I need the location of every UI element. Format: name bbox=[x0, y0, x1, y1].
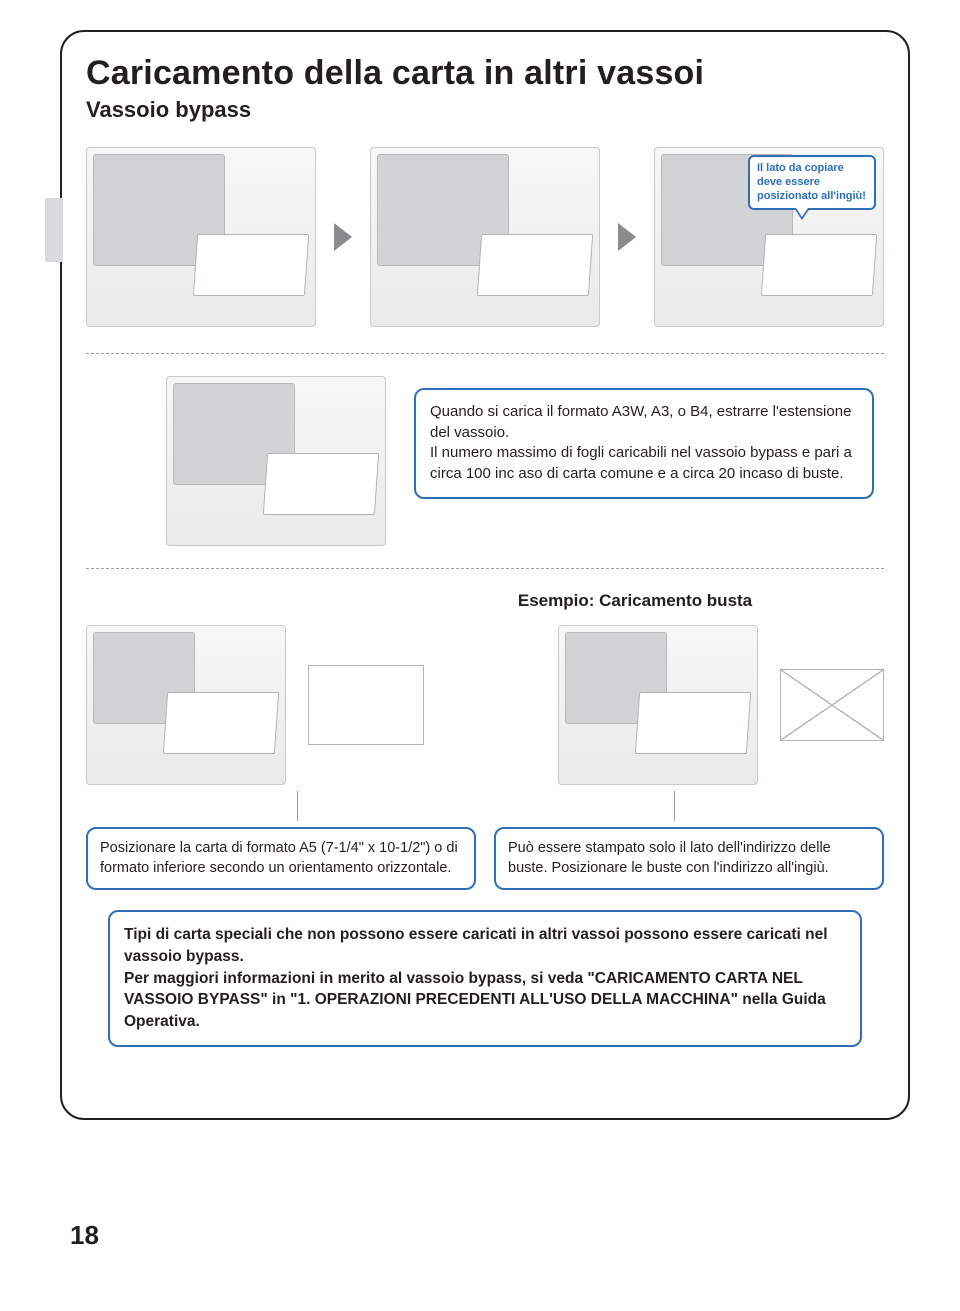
callout-facedown: Il lato da copiare deve essere posiziona… bbox=[748, 155, 876, 210]
note-a3w-text: Quando si carica il formato A3W, A3, o B… bbox=[430, 403, 852, 482]
illustration-extension bbox=[166, 376, 386, 546]
illustration-step-3-wrap: Il lato da copiare deve essere posiziona… bbox=[654, 147, 884, 327]
info-special-paper: Tipi di carta speciali che non possono e… bbox=[108, 910, 862, 1046]
illustration-step-1 bbox=[86, 147, 316, 327]
divider bbox=[86, 353, 884, 354]
side-tab bbox=[45, 198, 63, 262]
lead-lines bbox=[108, 791, 862, 821]
info-row: Posizionare la carta di formato A5 (7-1/… bbox=[86, 827, 884, 890]
note-a3w: Quando si carica il formato A3W, A3, o B… bbox=[414, 388, 874, 499]
divider bbox=[86, 568, 884, 569]
arrow-icon bbox=[334, 223, 352, 251]
envelope-icon bbox=[780, 669, 884, 741]
info-envelope-text: Può essere stampato solo il lato dell'in… bbox=[508, 840, 831, 876]
info-envelope: Può essere stampato solo il lato dell'in… bbox=[494, 827, 884, 890]
extension-row: Quando si carica il formato A3W, A3, o B… bbox=[86, 376, 884, 546]
info-a5-text: Posizionare la carta di formato A5 (7-1/… bbox=[100, 840, 458, 876]
content-frame: Caricamento della carta in altri vassoi … bbox=[60, 30, 910, 1120]
callout-text: Il lato da copiare deve essere posiziona… bbox=[757, 162, 866, 202]
illustration-step-2 bbox=[370, 147, 600, 327]
paper-icon bbox=[308, 665, 424, 745]
step-row: Il lato da copiare deve essere posiziona… bbox=[86, 147, 884, 327]
lead-line-left bbox=[108, 791, 485, 821]
page-subtitle: Vassoio bypass bbox=[86, 97, 884, 123]
example-heading: Esempio: Caricamento busta bbox=[86, 591, 884, 611]
page: Caricamento della carta in altri vassoi … bbox=[0, 0, 960, 1311]
example-left-group bbox=[86, 625, 424, 785]
example-right-group bbox=[558, 625, 884, 785]
example-row bbox=[86, 625, 884, 785]
illustration-a5 bbox=[86, 625, 286, 785]
page-title: Caricamento della carta in altri vassoi bbox=[86, 54, 884, 93]
arrow-icon bbox=[618, 223, 636, 251]
info-special-paper-text: Tipi di carta speciali che non possono e… bbox=[124, 926, 828, 1030]
illustration-envelope bbox=[558, 625, 758, 785]
page-number: 18 bbox=[70, 1220, 99, 1251]
info-a5: Posizionare la carta di formato A5 (7-1/… bbox=[86, 827, 476, 890]
callout-tail-icon bbox=[794, 208, 810, 220]
lead-line-right bbox=[485, 791, 862, 821]
